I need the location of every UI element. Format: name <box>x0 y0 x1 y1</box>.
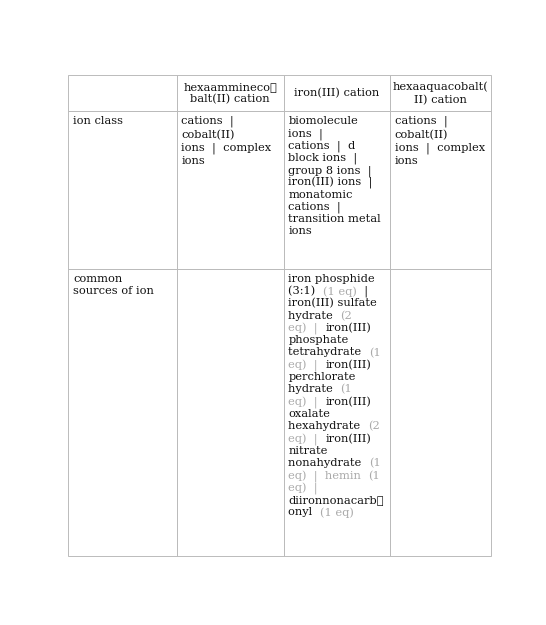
Text: cations  |: cations | <box>288 202 341 213</box>
Text: perchlorate: perchlorate <box>288 372 356 382</box>
Text: eq)  |: eq) | <box>288 434 325 446</box>
Text: monatomic: monatomic <box>288 189 353 199</box>
Text: (3:1): (3:1) <box>288 286 323 296</box>
Text: eq)  |: eq) | <box>288 323 325 335</box>
Text: eq)  |: eq) | <box>288 397 325 409</box>
Text: iron phosphide: iron phosphide <box>288 274 375 284</box>
Text: (1: (1 <box>369 348 381 358</box>
Text: hexaamminecoꞏ
balt(II) cation: hexaamminecoꞏ balt(II) cation <box>183 82 277 104</box>
Bar <box>390 75 491 111</box>
Bar <box>177 75 284 111</box>
Text: ion class: ion class <box>73 116 123 126</box>
Bar <box>68 75 177 111</box>
Bar <box>177 111 284 269</box>
Text: hydrate: hydrate <box>288 384 340 394</box>
Text: iron(III) ions  |: iron(III) ions | <box>288 177 373 189</box>
Text: ions  |: ions | <box>288 128 323 139</box>
Text: nitrate: nitrate <box>288 446 328 456</box>
Bar <box>390 269 491 556</box>
Text: common
sources of ion: common sources of ion <box>73 274 154 296</box>
Bar <box>284 111 390 269</box>
Text: iron(III): iron(III) <box>325 397 371 407</box>
Bar <box>68 269 177 556</box>
Text: (1: (1 <box>369 458 381 469</box>
Text: iron(III) cation: iron(III) cation <box>294 88 379 98</box>
Text: cations  |
cobalt(II)
ions  |  complex
ions: cations | cobalt(II) ions | complex ions <box>395 116 485 166</box>
Bar <box>68 111 177 269</box>
Text: (1 eq): (1 eq) <box>320 508 354 518</box>
Bar <box>284 75 390 111</box>
Text: (1: (1 <box>369 471 380 481</box>
Text: group 8 ions  |: group 8 ions | <box>288 165 372 176</box>
Bar <box>177 269 284 556</box>
Text: hexaaquacobalt(
II) cation: hexaaquacobalt( II) cation <box>393 81 489 105</box>
Text: eq)  |  hemin: eq) | hemin <box>288 471 369 482</box>
Text: hexahydrate: hexahydrate <box>288 421 367 431</box>
Text: iron(III) sulfate: iron(III) sulfate <box>288 298 377 309</box>
Text: (2: (2 <box>340 311 352 321</box>
Text: (2: (2 <box>367 421 379 431</box>
Bar <box>390 111 491 269</box>
Text: biomolecule: biomolecule <box>288 116 358 126</box>
Text: (1: (1 <box>340 384 352 394</box>
Text: block ions  |: block ions | <box>288 152 358 164</box>
Text: |: | <box>357 286 368 298</box>
Text: eq)  |: eq) | <box>288 482 318 495</box>
Text: diironnonacarbꞏ: diironnonacarbꞏ <box>288 495 384 505</box>
Text: (1 eq): (1 eq) <box>323 286 357 296</box>
Text: nonahydrate: nonahydrate <box>288 458 369 468</box>
Text: tetrahydrate: tetrahydrate <box>288 348 369 358</box>
Text: iron(III): iron(III) <box>325 434 371 444</box>
Text: iron(III): iron(III) <box>325 360 371 370</box>
Text: oxalate: oxalate <box>288 409 330 419</box>
Text: eq)  |: eq) | <box>288 360 325 372</box>
Text: phosphate: phosphate <box>288 335 348 345</box>
Text: onyl: onyl <box>288 508 320 518</box>
Text: cations  |  d: cations | d <box>288 141 355 152</box>
Text: hydrate: hydrate <box>288 311 340 321</box>
Text: ions: ions <box>288 226 312 236</box>
Text: iron(III): iron(III) <box>325 323 371 333</box>
Text: cations  |
cobalt(II)
ions  |  complex
ions: cations | cobalt(II) ions | complex ions <box>181 116 271 166</box>
Text: transition metal: transition metal <box>288 214 381 224</box>
Bar <box>284 269 390 556</box>
